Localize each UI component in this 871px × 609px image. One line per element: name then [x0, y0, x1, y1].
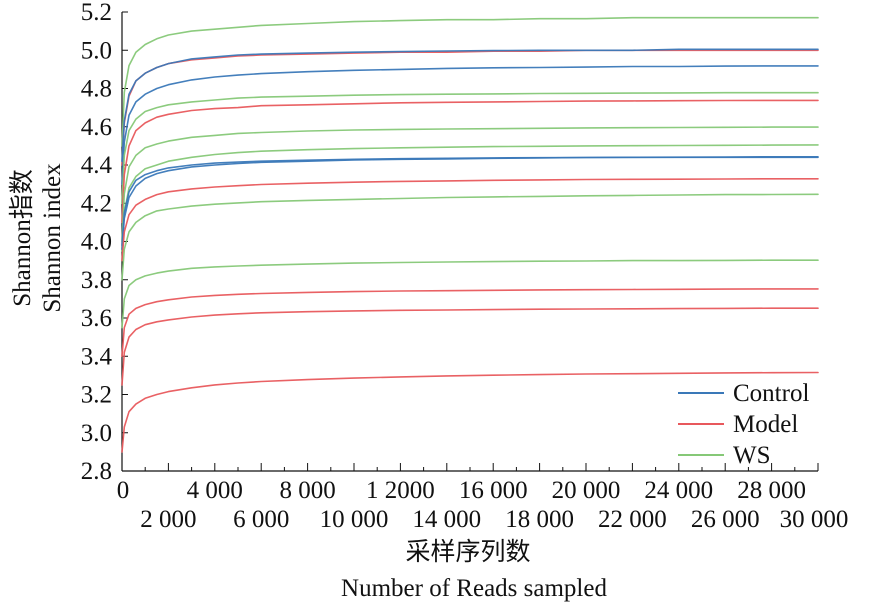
y-tick-label: 4.2 — [81, 190, 112, 217]
series-line-model-6 — [121, 99, 819, 224]
x-tick-label-upper: 24 000 — [644, 477, 713, 504]
y-tick-label: 2.8 — [81, 458, 112, 485]
series-line-ws-5 — [121, 91, 819, 205]
y-tick-label: 3.4 — [81, 343, 113, 370]
series-line-ws-12 — [121, 193, 819, 281]
series-line-control-4 — [121, 65, 819, 185]
x-tick-label-lower: 14 000 — [412, 506, 481, 533]
y-tick-label: 4.4 — [81, 152, 113, 179]
series-line-ws-8 — [121, 144, 819, 252]
legend-label-ws: WS — [733, 442, 771, 469]
series-line-model-11 — [121, 178, 819, 262]
y-tick-label: 4.8 — [81, 76, 112, 103]
axes — [121, 11, 819, 472]
x-tick-label-upper: 28 000 — [737, 477, 806, 504]
legend-label-control: Control — [733, 380, 809, 407]
series-line-model-15 — [121, 307, 819, 386]
y-axis-title-en: Shannon index — [39, 163, 66, 313]
x-tick-label-upper: 4 000 — [187, 477, 243, 504]
y-tick-label: 3.6 — [81, 305, 112, 332]
series-line-ws-1 — [121, 16, 819, 147]
x-tick-label-upper: 20 000 — [552, 477, 621, 504]
y-tick-label: 5.2 — [81, 0, 112, 26]
y-tick-label: 5.0 — [81, 37, 112, 64]
x-tick-label-lower: 10 000 — [320, 506, 389, 533]
series-line-control-3 — [121, 48, 819, 162]
x-tick-label-lower: 18 000 — [505, 506, 574, 533]
x-tick-label-lower: 6 000 — [233, 506, 289, 533]
x-tick-label-lower: 26 000 — [691, 506, 760, 533]
x-tick-label-upper: 0 — [117, 477, 130, 504]
y-axis-title-cn: Shannon指数 — [8, 169, 36, 307]
series-line-control-10 — [121, 156, 819, 250]
series-line-ws-13 — [121, 259, 819, 329]
legend: Control Model WS — [678, 380, 809, 469]
x-axis-title-en: Number of Reads sampled — [341, 575, 607, 602]
x-tick-label-upper: 1 2000 — [366, 477, 435, 504]
y-tick-label: 3.2 — [81, 382, 112, 409]
legend-label-model: Model — [733, 411, 798, 438]
y-tick-label: 4.6 — [81, 114, 112, 141]
x-axis-title-cn: 采样序列数 — [405, 538, 530, 566]
series-line-control-9 — [121, 156, 819, 247]
x-tick-label-upper: 8 000 — [279, 477, 335, 504]
series-lines — [121, 16, 819, 453]
x-tick-label-upper: 16 000 — [459, 477, 528, 504]
x-tick-label-lower: 30 000 — [780, 506, 849, 533]
y-tick-label: 4.0 — [81, 229, 112, 256]
series-line-model-14 — [121, 288, 819, 358]
y-tick-label: 3.0 — [81, 420, 112, 447]
y-tick-label: 3.8 — [81, 267, 112, 294]
x-tick-label-lower: 2 000 — [140, 506, 196, 533]
tick-labels: 2.8 3.0 3.2 3.4 3.6 3.8 4.0 4.2 4.4 4.6 4.8 5.0 5.2 0… — [81, 0, 849, 533]
series-line-model-16 — [121, 371, 819, 453]
series-line-ws-7 — [121, 126, 819, 243]
x-tick-label-lower: 22 000 — [598, 506, 667, 533]
